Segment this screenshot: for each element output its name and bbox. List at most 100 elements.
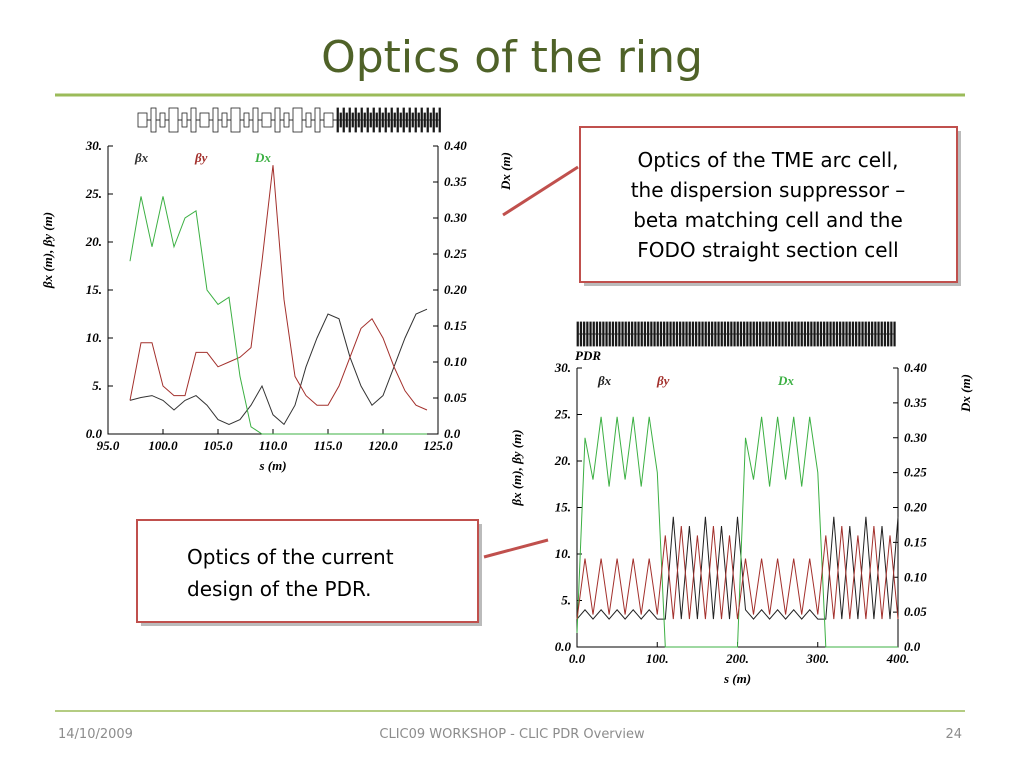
lattice-element — [797, 321, 800, 347]
lattice-element — [168, 107, 179, 133]
lattice-element — [730, 321, 733, 347]
y2-tick-label: 0.0 — [904, 639, 921, 654]
series-line — [129, 196, 427, 435]
lattice-element — [378, 107, 381, 133]
x-tick-label: 200. — [725, 651, 749, 666]
lattice-element — [810, 321, 813, 347]
y-tick-label: 10. — [555, 546, 571, 561]
lattice-element — [402, 107, 405, 133]
lattice-element — [781, 321, 784, 347]
lattice-element — [887, 321, 890, 347]
lattice-element — [230, 107, 241, 133]
lattice-element — [405, 112, 408, 128]
lattice-element — [348, 107, 351, 133]
lattice-element — [794, 321, 797, 347]
lattice-element — [682, 321, 685, 347]
lattice-element — [592, 321, 595, 347]
lattice-element — [435, 112, 438, 128]
y-tick-label: 5. — [561, 593, 571, 608]
annotation: PDR — [575, 348, 601, 363]
lattice-element — [363, 112, 366, 128]
legend-label: βx — [134, 150, 149, 165]
lattice-element — [274, 107, 281, 133]
lattice-element — [650, 321, 653, 347]
lattice-element — [819, 321, 823, 347]
y-tick-label: 25. — [554, 407, 571, 422]
lattice-element — [768, 321, 771, 347]
x-tick-label: 120.0 — [368, 438, 398, 453]
lattice-element — [615, 321, 618, 347]
lattice-element — [369, 112, 372, 128]
lattice-element — [608, 321, 611, 347]
y2-tick-label: 0.05 — [444, 390, 467, 405]
lattice-element — [717, 321, 720, 347]
lattice-element — [438, 107, 441, 133]
lattice-element — [656, 321, 659, 347]
lattice-element — [829, 321, 832, 347]
lattice-element — [707, 321, 711, 347]
lattice-element — [743, 321, 746, 347]
x-tick-label: 95.0 — [97, 438, 120, 453]
lattice-element — [372, 107, 375, 133]
lattice-element — [429, 112, 432, 128]
lattice-element — [851, 321, 855, 347]
y2-tick-label: 0.25 — [444, 246, 467, 261]
y-axis-label: βx (m), βy (m) — [509, 429, 524, 506]
y-tick-label: 30. — [554, 360, 571, 375]
lattice-element — [579, 321, 583, 347]
callout-text: Optics of the current — [187, 545, 394, 569]
y2-axis-label: Dx (m) — [498, 152, 513, 191]
callout-box — [579, 126, 958, 283]
y2-tick-label: 0.20 — [444, 282, 467, 297]
lattice-element — [414, 107, 417, 133]
y-tick-label: 10. — [86, 330, 102, 345]
lattice-element — [775, 321, 778, 347]
lattice-element — [874, 321, 877, 347]
lattice-element — [345, 112, 348, 128]
lattice-element — [787, 321, 791, 347]
lattice-element — [336, 107, 339, 133]
lattice-element — [759, 321, 762, 347]
y-tick-label: 0.0 — [555, 639, 572, 654]
lattice-element — [426, 107, 429, 133]
lattice-element — [366, 107, 369, 133]
y-tick-label: 20. — [85, 234, 102, 249]
lattice-element — [357, 112, 360, 128]
lattice-element — [762, 321, 765, 347]
lattice-element — [816, 321, 819, 347]
lattice-element — [784, 321, 787, 347]
y2-tick-label: 0.10 — [444, 354, 467, 369]
lattice-element — [375, 112, 378, 128]
lattice-element — [893, 321, 896, 347]
lattice-element — [384, 107, 387, 133]
lattice-element — [765, 321, 768, 347]
footer-date: 14/10/2009 — [58, 727, 133, 742]
lattice-element — [647, 321, 650, 347]
callout-text: design of the PDR. — [187, 577, 372, 601]
lattice-element — [855, 321, 858, 347]
lattice-element — [305, 112, 312, 128]
lattice-element — [727, 321, 730, 347]
lattice-element — [861, 321, 864, 347]
series-line — [576, 526, 899, 620]
lattice-element — [807, 321, 810, 347]
lattice-element — [698, 321, 701, 347]
lattice-element — [583, 321, 586, 347]
lattice-element — [701, 321, 704, 347]
lattice-element — [387, 112, 390, 128]
connector — [502, 165, 579, 217]
y-axis-label: βx (m), βy (m) — [40, 212, 55, 289]
lattice-element — [813, 321, 816, 347]
lattice-element — [150, 107, 157, 133]
lattice-element — [212, 107, 219, 133]
lattice-element — [417, 112, 420, 128]
lattice-element — [675, 321, 679, 347]
lattice-element — [752, 321, 755, 347]
y2-tick-label: 0.20 — [904, 500, 927, 515]
y2-tick-label: 0.0 — [444, 426, 461, 441]
lattice-element — [791, 321, 794, 347]
lattice-element — [390, 107, 393, 133]
y-tick-label: 30. — [85, 138, 102, 153]
x-axis-label: s (m) — [258, 458, 286, 473]
lattice-element — [890, 321, 893, 347]
